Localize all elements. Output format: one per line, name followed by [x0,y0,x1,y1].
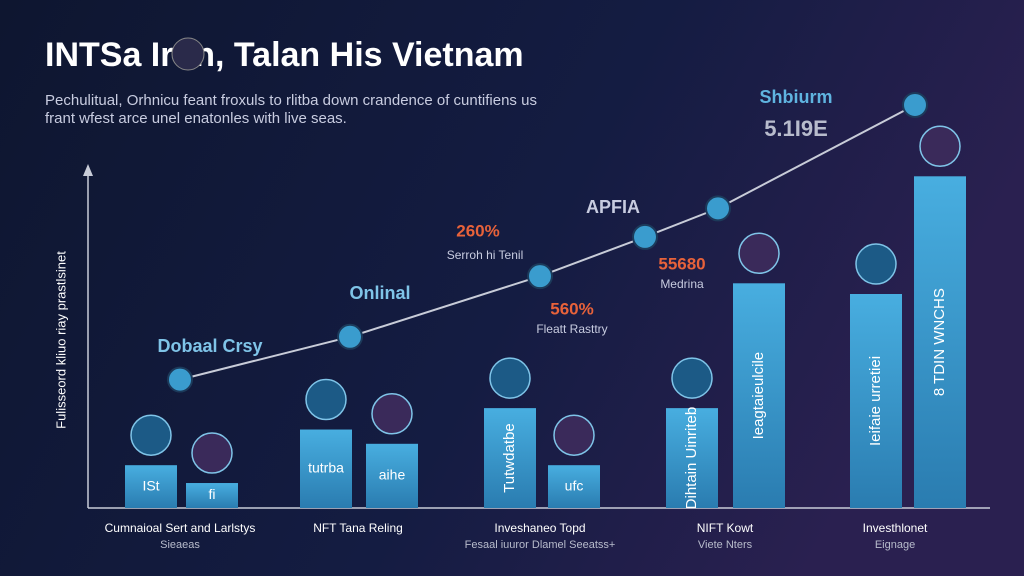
category-label: Inveshaneo Topd [494,521,585,535]
annotation: Fleatt Rasttry [536,322,607,336]
bar-label: 8 TDIN WNCHS [931,288,948,396]
category-subtitle: Eignage [875,539,915,551]
category-label: NFT Tana Reling [313,521,403,535]
icon [738,232,780,275]
bar [300,429,352,508]
icon [489,357,531,399]
category-label: Cumnaioal Sert and Larlstys [105,521,256,535]
annotation: Serroh hi Tenil [447,248,524,262]
bar-label: Tutwdatbe [501,423,518,493]
icon [191,432,233,474]
y-axis-label: Fulisseord kliuo riay prastlsinet [53,251,68,429]
annotation: 560% [550,299,593,318]
bar [548,465,600,508]
line-point [705,195,731,222]
bar-label: aihe [379,467,406,483]
icon [919,125,961,168]
bar-label: tutrba [308,459,344,475]
bar-label: ISt [142,477,159,493]
annotation: Onlinal [349,283,410,303]
annotation: 55680 [658,254,705,273]
bar [186,483,238,508]
annotation: APFIA [586,197,640,217]
bar [366,443,418,508]
category-subtitle: Fesaal iuuror Dlamel Seeatss+ [465,539,616,551]
logo [171,37,205,71]
line-point [527,263,553,290]
bar-label: fi [209,486,216,502]
bar [125,465,177,508]
annotation: Medrina [660,277,704,291]
bar-label: Ieifaie urretiei [867,356,884,446]
bar-label: ufc [565,477,584,493]
annotation: 5.1I9E [764,116,828,141]
line-point [632,223,658,250]
icon [671,357,713,399]
icon [371,393,413,435]
line-point [167,366,193,393]
category-subtitle: Sieaeas [160,539,200,551]
bar [666,408,718,508]
bar [850,294,902,508]
bar [484,408,536,508]
bar [733,283,785,508]
bar-label: Dihtain Uinriteb [683,407,700,510]
icon [130,414,172,456]
subtitle: frant wfest arce unel enatonles with liv… [45,110,347,127]
axis-arrow [83,164,93,176]
category-subtitle: Viete Nters [698,539,753,551]
annotation: Shbiurm [759,87,832,107]
bar-label: Ieagtaieulcile [750,352,767,440]
category-label: Investhlonet [863,521,928,535]
line-point [902,91,928,118]
trend-line [179,104,916,381]
icon [305,378,347,421]
annotation: 260% [456,221,499,240]
annotation: Dobaal Crsy [157,336,262,356]
subtitle: Pechulitual, Orhnicu feant froxuls to rl… [45,92,537,109]
category-label: NIFT Kowt [697,521,754,535]
title: INTSa Iron, Talan His Vietnam [45,36,524,74]
icon [553,414,595,456]
bar [914,176,966,509]
icon [855,243,897,285]
line-point [337,323,363,350]
